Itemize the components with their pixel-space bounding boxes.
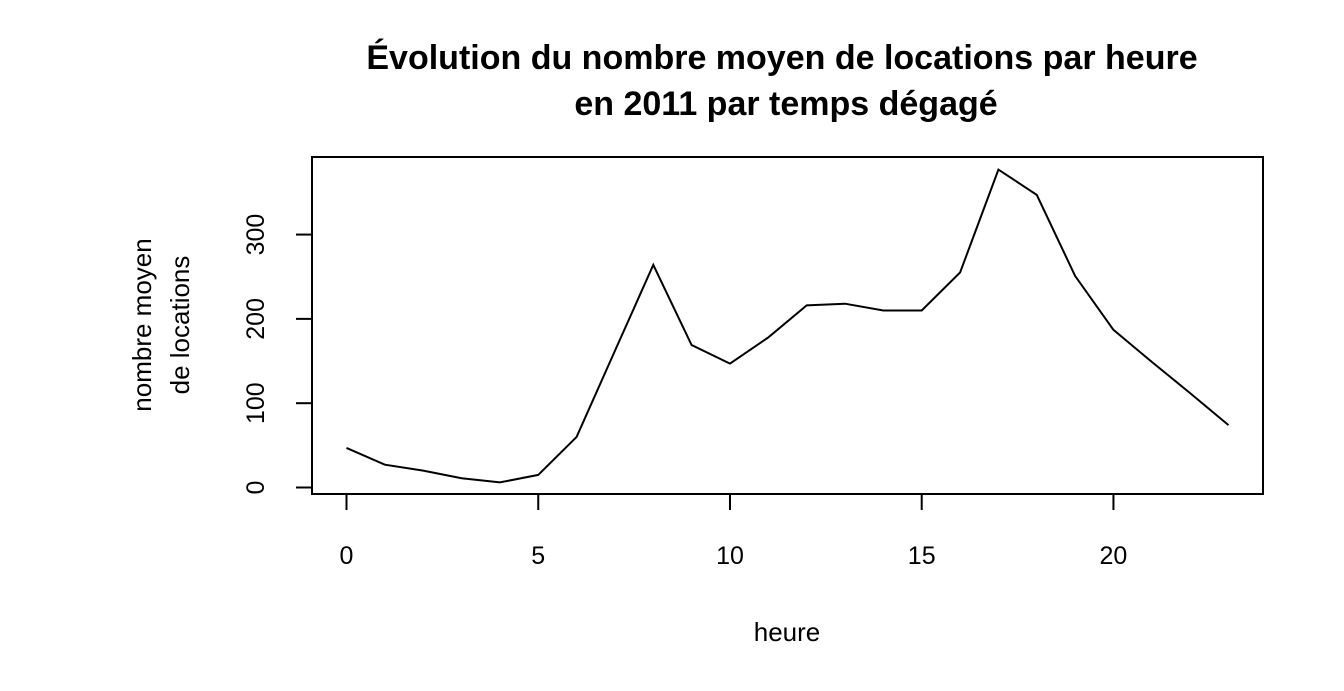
y-axis: 0 100 200 300 xyxy=(242,214,313,495)
y-tick-label: 100 xyxy=(242,382,270,424)
x-axis: 0 5 10 15 20 xyxy=(340,493,1128,570)
plot-frame xyxy=(311,156,1264,495)
y-tick-label: 300 xyxy=(242,214,270,256)
chart-title-line-1: Évolution du nombre moyen de locations p… xyxy=(366,39,1197,77)
x-axis-label: heure xyxy=(754,617,821,647)
series-layer xyxy=(346,168,1230,484)
y-tick-label: 0 xyxy=(242,481,270,495)
x-tick-label: 5 xyxy=(531,542,545,570)
y-axis-label-line-2: de locations xyxy=(165,256,195,395)
x-tick-label: 10 xyxy=(716,542,744,570)
x-tick-label: 20 xyxy=(1100,542,1128,570)
chart-title-line-2: en 2011 par temps dégagé xyxy=(574,85,997,123)
x-tick-label: 0 xyxy=(340,542,354,570)
y-tick-label: 200 xyxy=(242,298,270,340)
y-axis-label-line-1: nombre moyen xyxy=(127,238,157,411)
series-line xyxy=(346,168,1230,484)
x-tick-label: 15 xyxy=(908,542,936,570)
